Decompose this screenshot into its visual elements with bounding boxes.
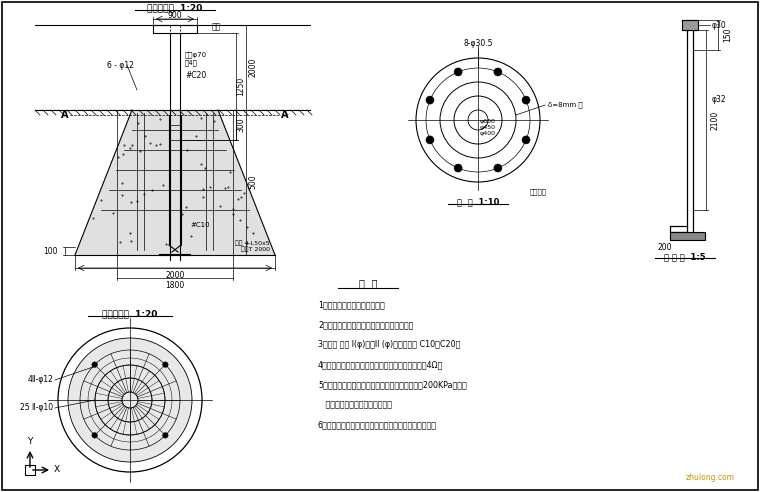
Circle shape xyxy=(426,96,434,104)
Text: 500: 500 xyxy=(249,175,258,189)
Bar xyxy=(682,20,698,30)
Circle shape xyxy=(92,432,97,438)
Text: X: X xyxy=(54,465,60,474)
Text: 基础平面图  1:20: 基础平面图 1:20 xyxy=(103,309,157,318)
Text: 100: 100 xyxy=(43,246,58,255)
Text: 2、本基础图适用于固定式灯杆，中型灯盘。: 2、本基础图适用于固定式灯杆，中型灯盘。 xyxy=(318,320,413,329)
Text: 2100: 2100 xyxy=(711,110,720,129)
Circle shape xyxy=(426,136,434,144)
Text: 4Ⅱ-φ12: 4Ⅱ-φ12 xyxy=(27,375,53,385)
Text: 6、基础顶面混凝土应符满足路人行道压实度要求处理。: 6、基础顶面混凝土应符满足路人行道压实度要求处理。 xyxy=(318,420,437,429)
Text: 200: 200 xyxy=(657,243,673,251)
Text: 2000: 2000 xyxy=(166,271,185,279)
Text: 5、要求路灯基础置于原状土上，地基承载力大于200KPa，如遇: 5、要求路灯基础置于原状土上，地基承载力大于200KPa，如遇 xyxy=(318,380,467,389)
Text: 锚入T 2000: 锚入T 2000 xyxy=(241,246,270,252)
Text: 1250: 1250 xyxy=(236,76,245,95)
Text: 钢管φ70: 钢管φ70 xyxy=(185,52,207,59)
Text: 不良地质土层应进行处置处理。: 不良地质土层应进行处置处理。 xyxy=(318,400,392,409)
Text: 木4根: 木4根 xyxy=(185,60,198,66)
Text: 基础样图: 基础样图 xyxy=(530,189,547,195)
Circle shape xyxy=(494,68,502,76)
Text: 25 Ⅱ-φ10: 25 Ⅱ-φ10 xyxy=(20,403,53,412)
Circle shape xyxy=(522,96,530,104)
Text: φ400: φ400 xyxy=(480,131,496,136)
Text: 4、接地装置处保持排水干；接地极绝缘电阔不大于4Ω。: 4、接地装置处保持排水干；接地极绝缘电阔不大于4Ω。 xyxy=(318,360,443,369)
Text: #C10: #C10 xyxy=(190,222,210,228)
Text: φ32: φ32 xyxy=(712,95,727,104)
Text: 300: 300 xyxy=(236,118,245,132)
Text: φ30: φ30 xyxy=(712,21,727,30)
Text: zhulong.com: zhulong.com xyxy=(686,473,735,482)
Text: 钢板 4-L50x5: 钢板 4-L50x5 xyxy=(236,240,270,246)
Text: 900: 900 xyxy=(168,10,182,20)
Text: 柱 柱 柱  1:5: 柱 柱 柱 1:5 xyxy=(664,252,706,262)
Circle shape xyxy=(454,164,462,172)
Bar xyxy=(670,232,705,240)
Text: 基础剖面图  1:20: 基础剖面图 1:20 xyxy=(147,3,203,12)
Circle shape xyxy=(454,68,462,76)
Circle shape xyxy=(522,136,530,144)
Text: 1、本图尺寸单位均以毫米计。: 1、本图尺寸单位均以毫米计。 xyxy=(318,300,385,309)
Text: 1800: 1800 xyxy=(166,280,185,289)
Text: 150: 150 xyxy=(723,28,732,42)
Text: 说  明: 说 明 xyxy=(359,278,377,288)
Bar xyxy=(25,465,35,475)
Text: φ450: φ450 xyxy=(480,125,496,130)
Text: 柱  柱  1:10: 柱 柱 1:10 xyxy=(457,197,499,207)
Circle shape xyxy=(163,432,168,438)
Text: δ=8mm 钢: δ=8mm 钢 xyxy=(548,102,583,108)
Text: 8-φ30.5: 8-φ30.5 xyxy=(464,38,492,48)
Circle shape xyxy=(92,362,97,368)
Text: Y: Y xyxy=(27,437,33,447)
Text: A: A xyxy=(281,110,289,120)
Circle shape xyxy=(163,362,168,368)
Text: φ600: φ600 xyxy=(480,120,496,124)
Text: #C20: #C20 xyxy=(185,70,206,80)
Text: 2000: 2000 xyxy=(249,57,258,77)
Text: 6 - φ12: 6 - φ12 xyxy=(107,61,134,69)
Circle shape xyxy=(68,338,192,462)
Text: 3、材料 钉筋 I(φ)级，II (φ)级，混凝土 C10、C20。: 3、材料 钉筋 I(φ)级，II (φ)级，混凝土 C10、C20。 xyxy=(318,340,461,349)
Text: 梁板: 梁板 xyxy=(212,23,221,31)
Circle shape xyxy=(494,164,502,172)
Text: A: A xyxy=(62,110,68,120)
Polygon shape xyxy=(75,110,275,255)
